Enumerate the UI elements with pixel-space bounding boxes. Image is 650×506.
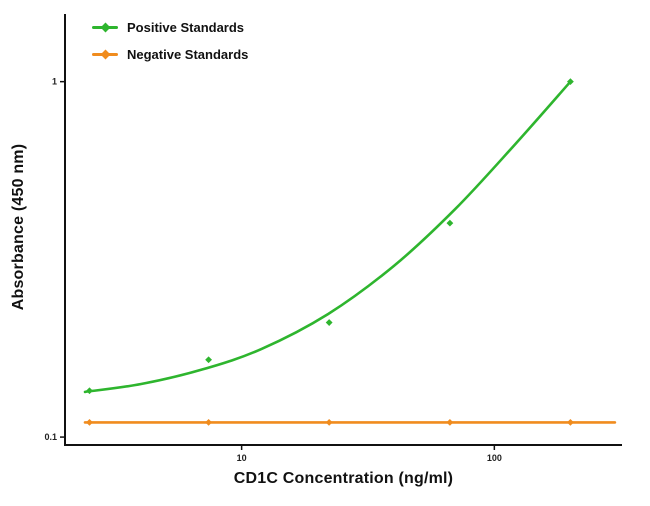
data-point-negative	[325, 418, 333, 426]
legend-label-positive: Positive Standards	[127, 20, 245, 35]
data-point-positive	[86, 387, 93, 395]
data-point-positive	[205, 356, 212, 364]
y-tick-label: 1	[52, 77, 57, 87]
positive-series-marker-icon	[92, 21, 118, 34]
legend: Positive Standards Negative Standards	[92, 20, 248, 62]
legend-item-positive-standards: Positive Standards	[92, 20, 248, 35]
data-point-negative	[567, 418, 574, 426]
negative-series-marker-icon	[92, 48, 118, 61]
y-tick-label: 0.1	[44, 432, 57, 442]
data-point-negative	[86, 418, 93, 426]
legend-item-negative-standards: Negative Standards	[92, 47, 248, 62]
y-axis-title: Absorbance (450 nm)	[10, 143, 27, 311]
data-point-positive	[446, 219, 454, 227]
series-curve-positive	[83, 80, 572, 394]
data-point-positive	[567, 78, 574, 86]
data-point-negative	[205, 418, 212, 426]
legend-label-negative: Negative Standards	[127, 47, 249, 62]
x-tick-label: 100	[487, 453, 502, 463]
x-axis-title: CD1C Concentration (ng/ml)	[233, 470, 454, 487]
data-point-positive	[325, 319, 333, 326]
x-tick-label: 10	[237, 453, 247, 463]
data-point-negative	[446, 418, 454, 426]
